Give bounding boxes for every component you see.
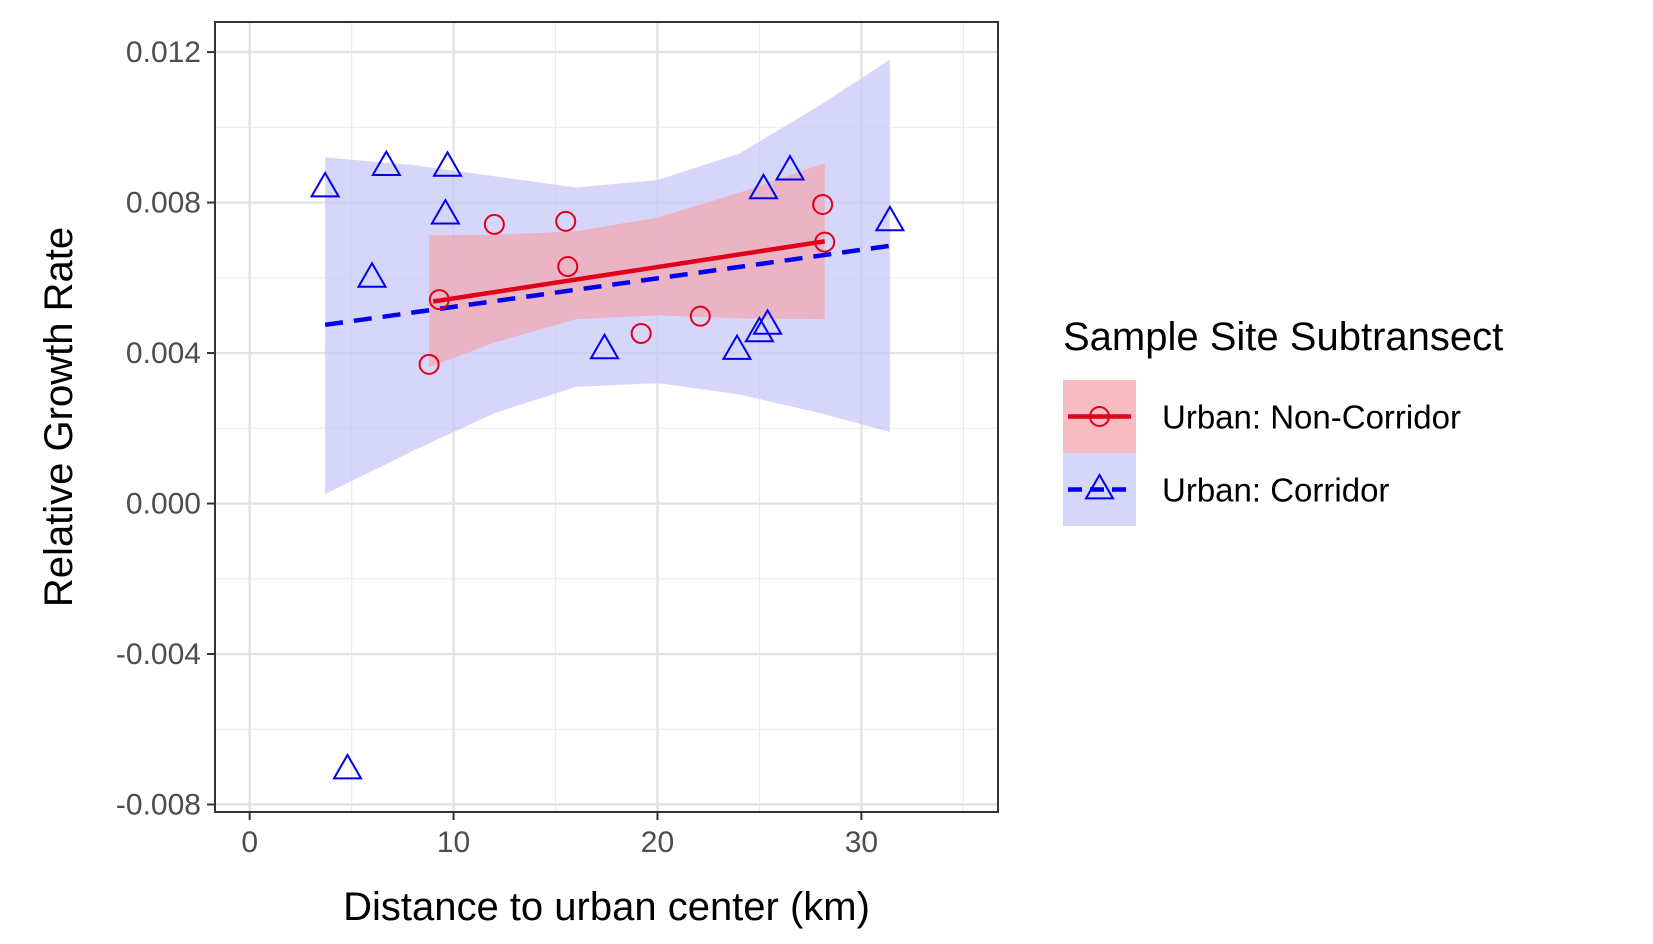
point-corridor bbox=[744, 315, 775, 343]
y-axis-title: Relative Growth Rate bbox=[37, 227, 81, 607]
y-tick-label: -0.004 bbox=[116, 638, 201, 671]
panel-frame bbox=[214, 21, 999, 813]
x-tick-label: 10 bbox=[437, 826, 470, 859]
y-tick-label: -0.008 bbox=[116, 788, 201, 821]
point-non-corridor bbox=[418, 353, 440, 375]
point-corridor bbox=[721, 333, 753, 360]
point-non-corridor bbox=[630, 322, 652, 344]
point-corridor bbox=[371, 149, 402, 176]
legend-label-corridor: Urban: Corridor bbox=[1162, 472, 1389, 509]
point-corridor bbox=[356, 261, 388, 288]
point-non-corridor bbox=[483, 213, 505, 235]
point-corridor bbox=[748, 172, 779, 200]
data-points bbox=[309, 149, 906, 780]
x-tick-label: 0 bbox=[241, 826, 258, 859]
legend-key-circle-marker bbox=[1089, 406, 1110, 427]
y-tick-label: 0.012 bbox=[126, 36, 201, 69]
legend-label-non-corridor: Urban: Non-Corridor bbox=[1162, 399, 1461, 436]
point-non-corridor bbox=[555, 210, 577, 232]
point-non-corridor bbox=[557, 256, 579, 278]
point-corridor bbox=[874, 204, 906, 232]
fit-line-non-corridor bbox=[432, 239, 826, 304]
y-tick-label: 0.004 bbox=[126, 337, 201, 370]
point-non-corridor bbox=[428, 289, 450, 311]
x-tick-label: 20 bbox=[641, 826, 674, 859]
point-corridor bbox=[589, 332, 620, 360]
point-corridor bbox=[752, 308, 783, 335]
point-non-corridor bbox=[814, 231, 836, 253]
point-non-corridor bbox=[689, 305, 711, 327]
x-tick-label: 30 bbox=[845, 826, 878, 859]
fit-line-corridor bbox=[324, 243, 891, 328]
axes: 0 10 20 30 -0.008 -0.004 0.000 0.004 0.008 0.012 bbox=[116, 36, 878, 859]
legend-key-triangle-marker bbox=[1084, 472, 1115, 500]
point-corridor bbox=[432, 150, 463, 177]
legend-key-non-corridor bbox=[1063, 380, 1136, 453]
legend: Sample Site Subtransect Urban: Non-Corri… bbox=[1063, 315, 1503, 526]
y-tick-label: 0.000 bbox=[126, 488, 201, 521]
y-tick-label: 0.008 bbox=[126, 187, 201, 220]
point-corridor bbox=[309, 170, 341, 198]
point-corridor bbox=[774, 154, 806, 181]
legend-key-corridor bbox=[1063, 453, 1136, 526]
point-non-corridor bbox=[812, 193, 834, 215]
point-corridor bbox=[332, 752, 363, 780]
point-corridor bbox=[430, 198, 461, 225]
x-axis-title: Distance to urban center (km) bbox=[343, 885, 870, 929]
legend-title: Sample Site Subtransect bbox=[1063, 315, 1503, 359]
panel-border bbox=[214, 21, 999, 813]
fit-lines bbox=[324, 239, 891, 328]
ci-band-non-corridor bbox=[429, 163, 825, 368]
